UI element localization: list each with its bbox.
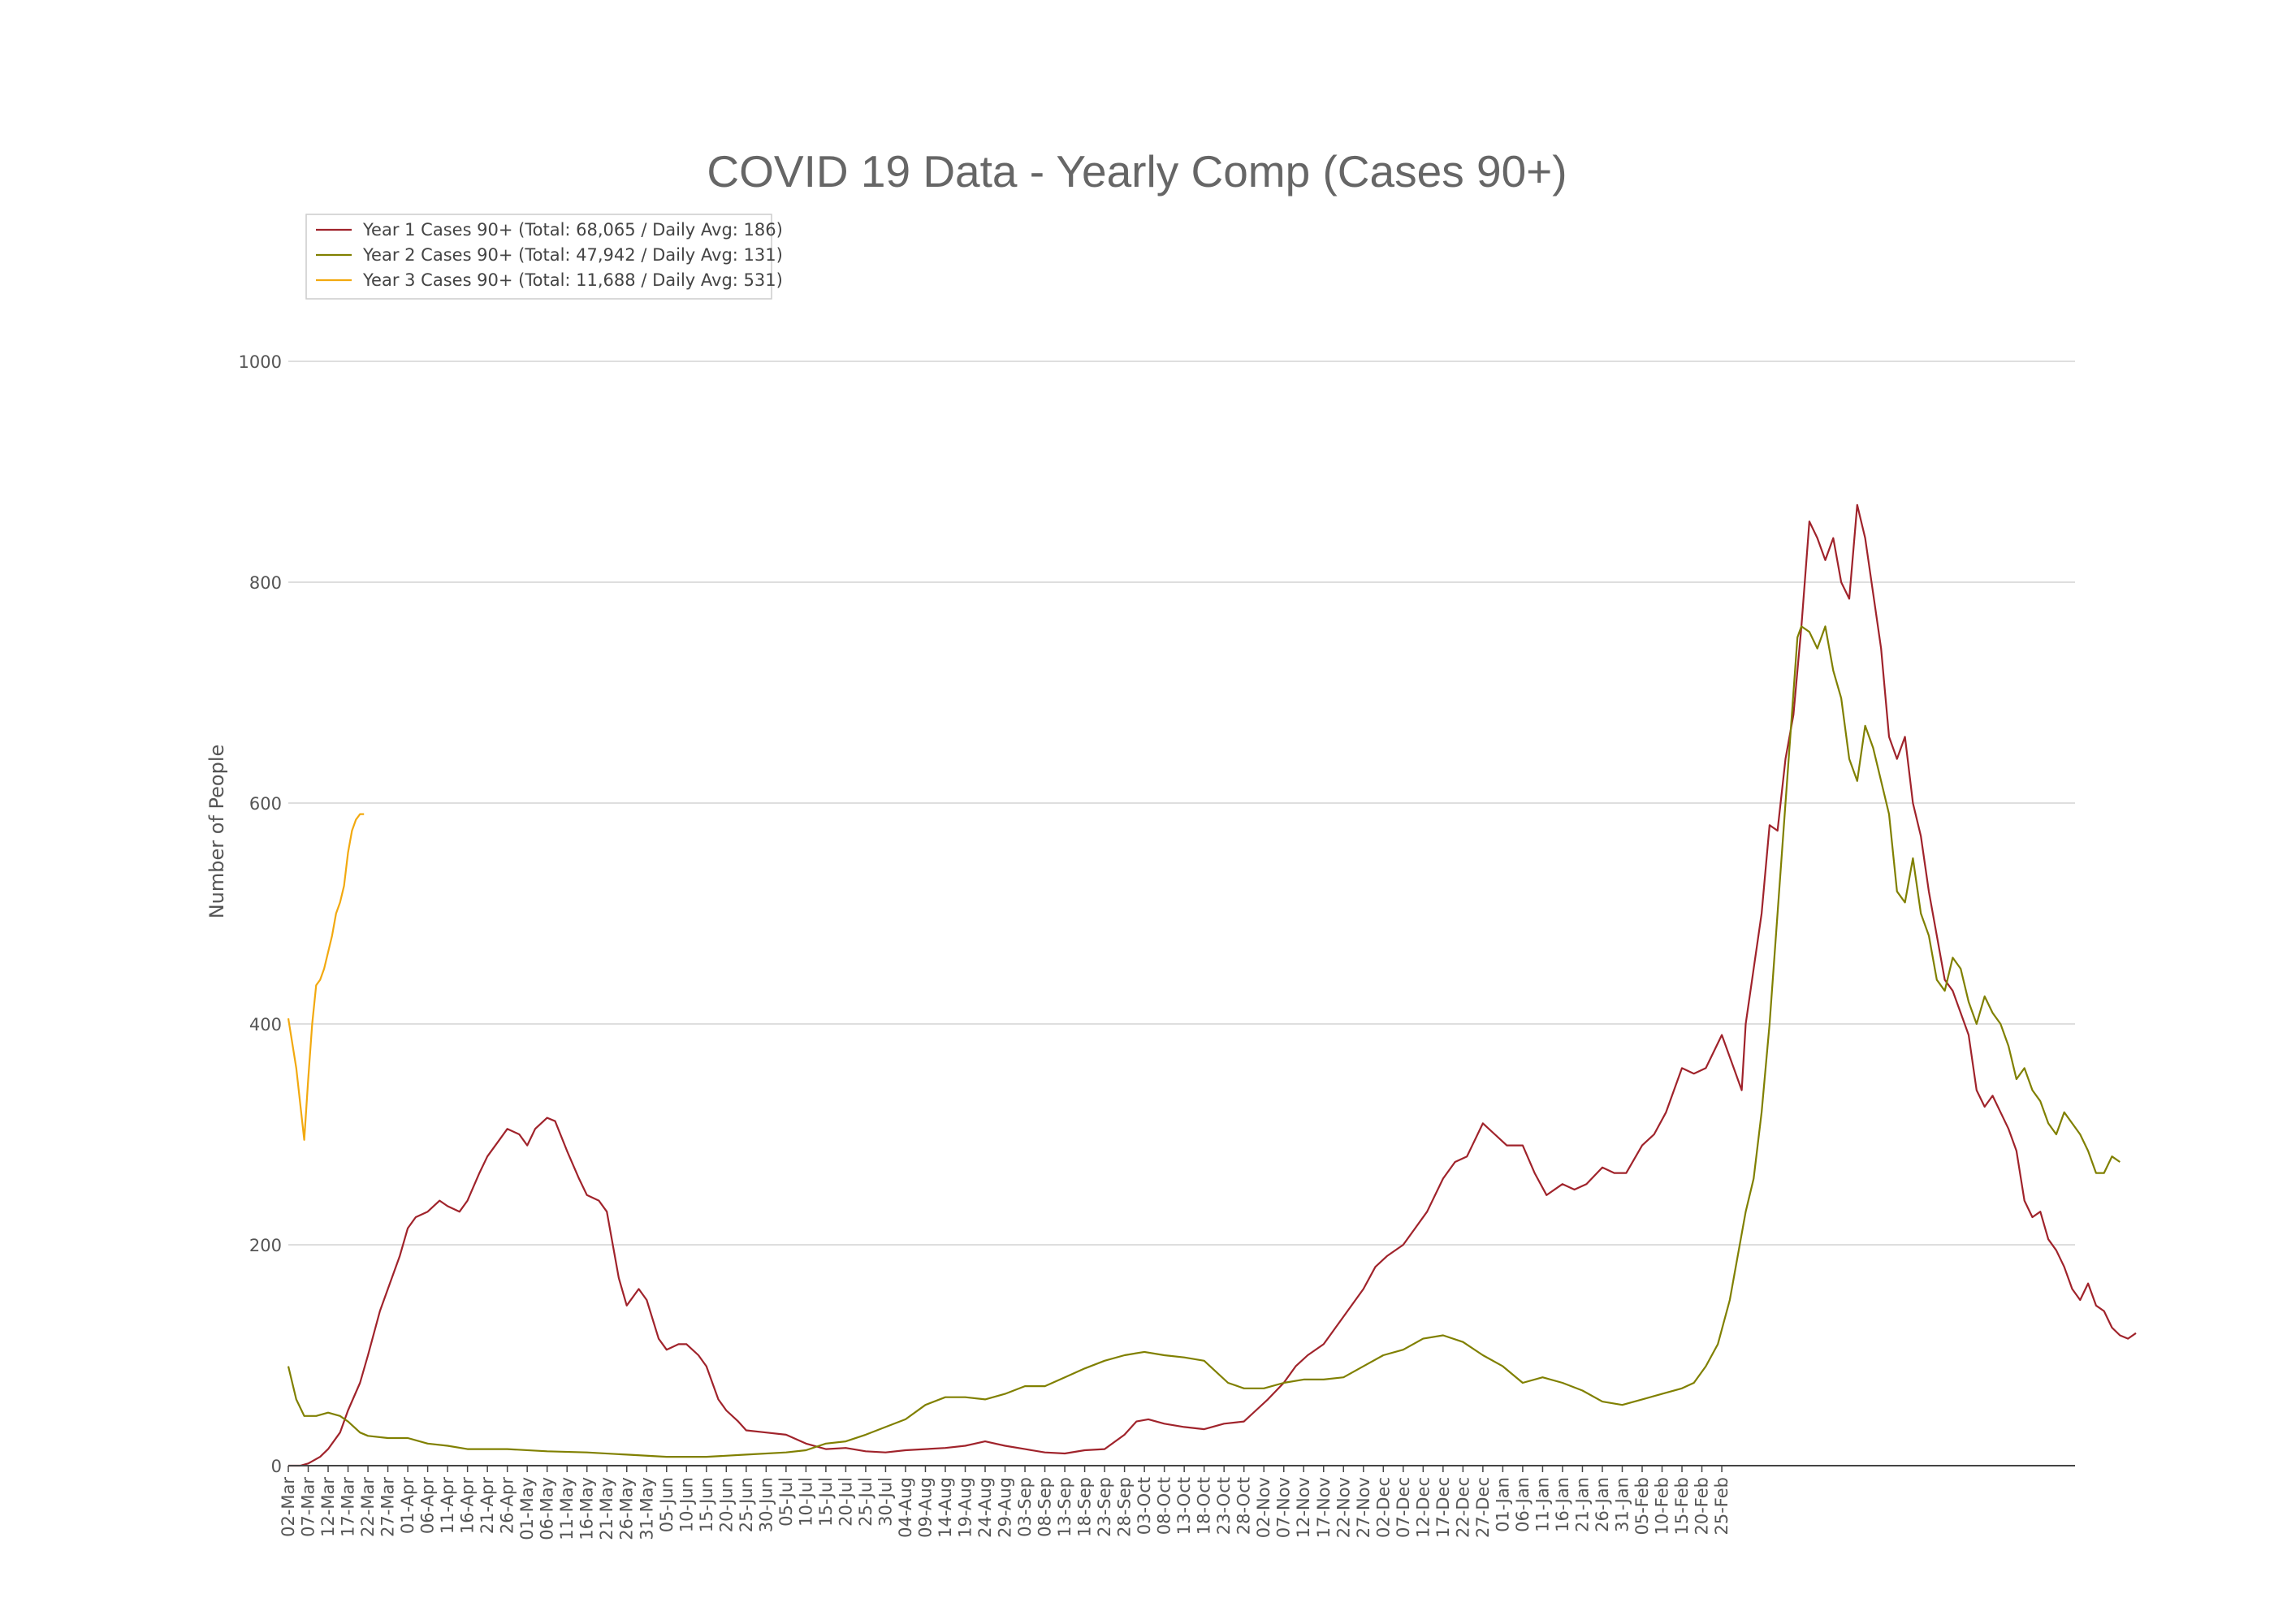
y-tick-label: 1000 <box>239 352 282 372</box>
x-tick-label: 05-Feb <box>1632 1477 1652 1535</box>
x-tick-label: 11-Apr <box>438 1477 457 1535</box>
x-tick-label: 31-Jan <box>1612 1477 1632 1532</box>
x-tick-label: 20-Jun <box>716 1477 736 1532</box>
x-tick-label: 08-Sep <box>1035 1477 1055 1537</box>
x-tick-label: 13-Sep <box>1055 1477 1074 1537</box>
series-line-1 <box>288 503 2137 1467</box>
x-tick-label: 16-Jan <box>1553 1477 1572 1532</box>
y-tick-label: 400 <box>249 1015 282 1034</box>
x-tick-label: 11-May <box>557 1477 577 1540</box>
x-tick-label: 20-Jul <box>836 1477 855 1527</box>
x-tick-label: 26-Apr <box>498 1477 517 1535</box>
x-tick-label: 30-Jun <box>756 1477 776 1532</box>
x-tick-label: 23-Oct <box>1214 1477 1234 1535</box>
grid-lines <box>288 361 2075 1246</box>
x-tick-label: 14-Aug <box>936 1477 955 1538</box>
x-tick-label: 27-Dec <box>1473 1477 1493 1538</box>
x-tick-label: 01-Jan <box>1493 1477 1512 1532</box>
x-tick-label: 21-Apr <box>478 1477 497 1535</box>
x-tick-label: 17-Dec <box>1433 1477 1453 1538</box>
x-tick-label: 28-Oct <box>1234 1477 1254 1535</box>
x-tick-label: 01-Apr <box>398 1477 417 1535</box>
x-tick-label: 03-Oct <box>1135 1477 1154 1535</box>
x-tick-label: 25-Feb <box>1712 1477 1731 1535</box>
x-tick-label: 25-Jun <box>737 1477 756 1532</box>
series-line-3 <box>287 813 365 1141</box>
x-tick-label: 07-Dec <box>1394 1477 1413 1538</box>
x-tick-label: 21-Jan <box>1572 1477 1592 1532</box>
x-tick-label: 09-Aug <box>915 1477 935 1538</box>
x-tick-label: 11-Jan <box>1533 1477 1552 1532</box>
x-tick-label: 05-Jul <box>776 1477 796 1527</box>
x-tick-label: 28-Sep <box>1115 1477 1135 1537</box>
y-tick-label: 200 <box>249 1236 282 1255</box>
x-tick-label: 02-Mar <box>279 1477 298 1537</box>
x-tick-label: 02-Dec <box>1373 1477 1393 1538</box>
x-tick-label: 25-Jul <box>856 1477 875 1527</box>
x-tick-label: 10-Feb <box>1653 1477 1672 1535</box>
y-axis-title: Number of People <box>205 745 228 919</box>
x-tick-label: 26-Jan <box>1593 1477 1612 1532</box>
x-tick-label: 21-May <box>597 1477 616 1540</box>
x-tick-label: 01-May <box>517 1477 537 1540</box>
series-line-2 <box>287 625 2121 1458</box>
x-tick-label: 31-May <box>637 1477 656 1540</box>
x-tick-label: 22-Nov <box>1334 1477 1353 1538</box>
x-tick-label: 22-Mar <box>358 1477 378 1537</box>
x-tick-label: 12-Dec <box>1413 1477 1433 1538</box>
x-tick-label: 07-Mar <box>299 1477 318 1537</box>
x-tick-label: 16-Apr <box>458 1477 478 1535</box>
x-tick-label: 26-May <box>617 1477 637 1540</box>
x-tick-label: 27-Mar <box>378 1477 398 1537</box>
x-tick-label: 06-Jan <box>1513 1477 1533 1532</box>
x-tick-label: 10-Jul <box>796 1477 815 1527</box>
x-tick-label: 20-Feb <box>1693 1477 1712 1535</box>
x-tick-label: 15-Jun <box>697 1477 716 1532</box>
x-tick-label: 29-Aug <box>996 1477 1015 1538</box>
x-tick-label: 06-May <box>538 1477 557 1540</box>
x-tick-label: 15-Feb <box>1672 1477 1692 1535</box>
x-tick-label: 17-Nov <box>1314 1477 1334 1538</box>
x-tick-label: 12-Mar <box>318 1477 338 1537</box>
x-tick-label: 30-Jul <box>875 1477 895 1527</box>
y-tick-label: 0 <box>271 1457 282 1476</box>
x-tick-label: 17-Mar <box>339 1477 358 1537</box>
x-tick-label: 16-May <box>577 1477 597 1540</box>
legend-label: Year 1 Cases 90+ (Total: 68,065 / Daily … <box>362 220 783 240</box>
y-axis-ticks: 0 200 400 600 800 1000 <box>239 352 282 1476</box>
x-tick-label: 02-Nov <box>1254 1477 1273 1538</box>
series-lines <box>287 503 2137 1467</box>
x-tick-label: 19-Aug <box>955 1477 975 1538</box>
x-tick-label: 23-Sep <box>1095 1477 1114 1537</box>
x-tick-label: 13-Oct <box>1174 1477 1194 1535</box>
x-tick-label: 06-Apr <box>418 1477 438 1535</box>
x-tick-label: 27-Nov <box>1354 1477 1373 1538</box>
x-tick-label: 05-Jun <box>657 1477 677 1532</box>
legend-box <box>305 214 772 300</box>
x-tick-label: 15-Jul <box>816 1477 836 1527</box>
x-tick-label: 24-Aug <box>975 1477 995 1538</box>
x-tick-label: 12-Nov <box>1294 1477 1313 1538</box>
x-axis-ticks: 02-Mar 07-Mar 12-Mar 17-Mar 22-Mar 27-Mar 01-A… <box>279 1466 1731 1540</box>
legend: Year 1 Cases 90+ (Total: 68,065 / Daily … <box>305 214 783 300</box>
x-tick-label: 04-Aug <box>896 1477 915 1538</box>
x-tick-label: 03-Sep <box>1015 1477 1035 1537</box>
x-tick-label: 18-Sep <box>1075 1477 1095 1537</box>
x-tick-label: 08-Oct <box>1155 1477 1174 1535</box>
y-tick-label: 800 <box>249 573 282 593</box>
y-tick-label: 600 <box>249 794 282 814</box>
x-tick-label: 10-Jun <box>677 1477 696 1532</box>
x-tick-label: 07-Nov <box>1274 1477 1294 1538</box>
x-tick-label: 22-Dec <box>1453 1477 1472 1538</box>
legend-label: Year 3 Cases 90+ (Total: 11,688 / Daily … <box>362 270 783 290</box>
x-tick-label: 18-Oct <box>1195 1477 1214 1535</box>
legend-label: Year 2 Cases 90+ (Total: 47,942 / Daily … <box>362 245 783 265</box>
chart-title: COVID 19 Data - Yearly Comp (Cases 90+) <box>707 146 1567 197</box>
